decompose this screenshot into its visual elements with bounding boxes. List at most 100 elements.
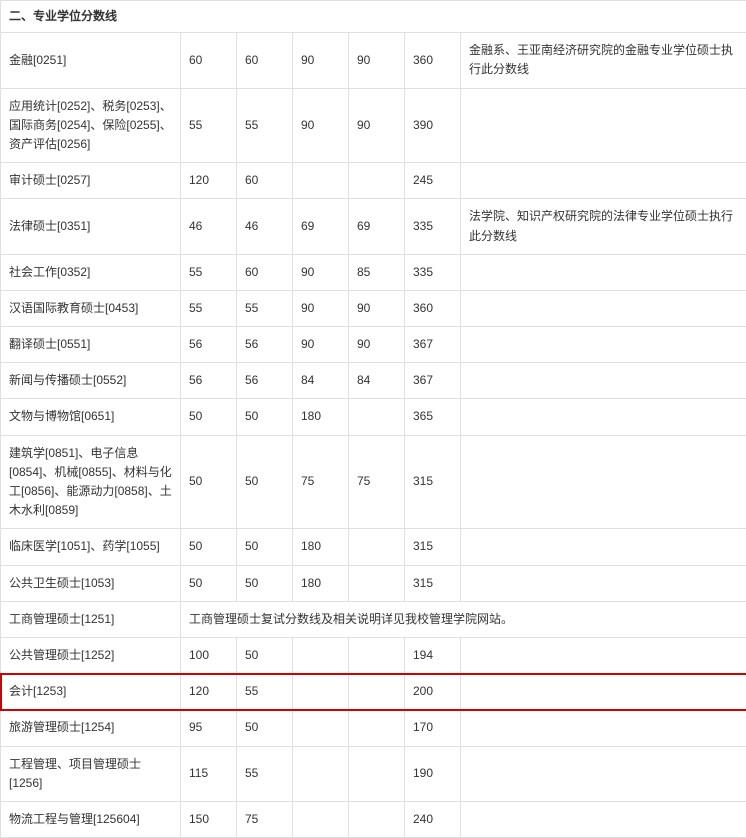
score-cell: 46 <box>237 199 293 254</box>
score-cell: 170 <box>405 710 461 746</box>
score-cell: 335 <box>405 199 461 254</box>
score-cell: 50 <box>237 529 293 565</box>
table-row: 汉语国际教育硕士[0453]55559090360 <box>1 290 746 326</box>
score-cell: 150 <box>181 801 237 837</box>
score-cell: 335 <box>405 254 461 290</box>
score-cell: 55 <box>181 88 237 163</box>
score-cell: 69 <box>349 199 405 254</box>
row-label: 公共管理硕士[1252] <box>1 637 181 673</box>
score-cell: 69 <box>293 199 349 254</box>
table-row: 金融[0251]60609090360金融系、王亚南经济研究院的金融专业学位硕士… <box>1 33 746 88</box>
score-cell <box>349 801 405 837</box>
score-cell <box>293 710 349 746</box>
table-row: 公共管理硕士[1252]10050194 <box>1 637 746 673</box>
score-cell <box>293 674 349 710</box>
score-cell: 90 <box>349 88 405 163</box>
table-row: 建筑学[0851]、电子信息[0854]、机械[0855]、材料与化工[0856… <box>1 435 746 529</box>
score-cell: 55 <box>237 674 293 710</box>
score-cell: 360 <box>405 290 461 326</box>
note-cell: 金融系、王亚南经济研究院的金融专业学位硕士执行此分数线 <box>461 33 746 88</box>
score-cell <box>349 637 405 673</box>
score-cell <box>349 399 405 435</box>
score-cell: 75 <box>237 801 293 837</box>
note-cell <box>461 254 746 290</box>
row-label: 应用统计[0252]、税务[0253]、国际商务[0254]、保险[0255]、… <box>1 88 181 163</box>
row-label: 会计[1253] <box>1 674 181 710</box>
score-cell: 315 <box>405 565 461 601</box>
table-row: 公共卫生硕士[1053]5050180315 <box>1 565 746 601</box>
score-cell: 245 <box>405 163 461 199</box>
score-cell: 90 <box>293 33 349 88</box>
score-cell: 50 <box>237 435 293 529</box>
score-cell: 55 <box>237 746 293 801</box>
score-cell <box>349 710 405 746</box>
score-cell: 115 <box>181 746 237 801</box>
note-cell <box>461 746 746 801</box>
section-title: 二、专业学位分数线 <box>1 1 746 33</box>
score-cell: 55 <box>237 290 293 326</box>
note-cell <box>461 637 746 673</box>
score-cell: 50 <box>237 565 293 601</box>
note-cell <box>461 529 746 565</box>
score-cell: 315 <box>405 435 461 529</box>
row-label: 临床医学[1051]、药学[1055] <box>1 529 181 565</box>
score-cell: 55 <box>181 290 237 326</box>
score-cell: 75 <box>293 435 349 529</box>
score-cell: 240 <box>405 801 461 837</box>
note-cell <box>461 399 746 435</box>
score-cell: 315 <box>405 529 461 565</box>
score-cell: 90 <box>293 327 349 363</box>
row-label: 工程管理、项目管理硕士[1256] <box>1 746 181 801</box>
note-cell <box>461 710 746 746</box>
score-cell: 50 <box>181 565 237 601</box>
score-cell: 190 <box>405 746 461 801</box>
score-cell: 120 <box>181 674 237 710</box>
note-cell <box>461 363 746 399</box>
score-cell: 120 <box>181 163 237 199</box>
score-cell: 367 <box>405 363 461 399</box>
note-cell <box>461 801 746 837</box>
note-cell: 法学院、知识产权研究院的法律专业学位硕士执行此分数线 <box>461 199 746 254</box>
score-cell <box>293 801 349 837</box>
score-cell: 60 <box>237 254 293 290</box>
score-cell: 55 <box>181 254 237 290</box>
table-row: 应用统计[0252]、税务[0253]、国际商务[0254]、保险[0255]、… <box>1 88 746 163</box>
score-cell: 56 <box>237 363 293 399</box>
score-cell: 90 <box>293 88 349 163</box>
score-cell: 100 <box>181 637 237 673</box>
score-cell: 90 <box>293 290 349 326</box>
note-cell <box>461 290 746 326</box>
table-row: 临床医学[1051]、药学[1055]5050180315 <box>1 529 746 565</box>
row-label: 建筑学[0851]、电子信息[0854]、机械[0855]、材料与化工[0856… <box>1 435 181 529</box>
row-label: 新闻与传播硕士[0552] <box>1 363 181 399</box>
note-cell <box>461 674 746 710</box>
table-row: 翻译硕士[0551]56569090367 <box>1 327 746 363</box>
score-cell: 50 <box>237 637 293 673</box>
merged-note: 工商管理硕士复试分数线及相关说明详见我校管理学院网站。 <box>181 601 746 637</box>
note-cell <box>461 327 746 363</box>
row-label: 物流工程与管理[125604] <box>1 801 181 837</box>
row-label: 审计硕士[0257] <box>1 163 181 199</box>
table-row: 物流工程与管理[125604]15075 240 <box>1 801 746 837</box>
score-cell: 50 <box>181 435 237 529</box>
section-title-row: 二、专业学位分数线 <box>1 1 746 33</box>
table-row: 社会工作[0352]55609085335 <box>1 254 746 290</box>
score-cell: 46 <box>181 199 237 254</box>
score-cell: 90 <box>293 254 349 290</box>
score-cell: 84 <box>349 363 405 399</box>
row-label: 法律硕士[0351] <box>1 199 181 254</box>
score-cell: 75 <box>349 435 405 529</box>
score-cell: 50 <box>237 710 293 746</box>
table-row: 工商管理硕士[1251]工商管理硕士复试分数线及相关说明详见我校管理学院网站。 <box>1 601 746 637</box>
score-cell: 60 <box>181 33 237 88</box>
score-table: 二、专业学位分数线 金融[0251]60609090360金融系、王亚南经济研究… <box>0 0 746 838</box>
score-cell: 60 <box>237 33 293 88</box>
score-cell: 365 <box>405 399 461 435</box>
score-cell: 56 <box>237 327 293 363</box>
table-row: 文物与博物馆[0651]5050180365 <box>1 399 746 435</box>
row-label: 金融[0251] <box>1 33 181 88</box>
score-cell: 50 <box>181 399 237 435</box>
score-cell: 50 <box>237 399 293 435</box>
score-cell: 95 <box>181 710 237 746</box>
table-row: 工程管理、项目管理硕士[1256]11555 190 <box>1 746 746 801</box>
